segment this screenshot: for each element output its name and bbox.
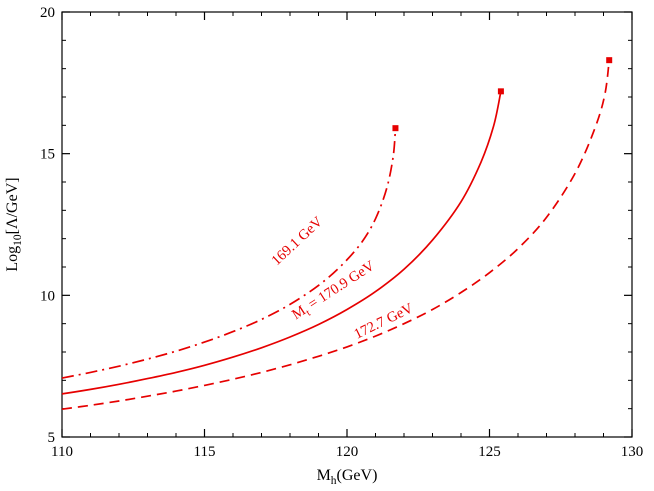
curve-end-marker (392, 125, 399, 132)
x-tick-label: 130 (621, 444, 644, 460)
curve-dashdot (61, 128, 397, 379)
plot-frame (61, 11, 633, 438)
x-tick-label: 120 (336, 444, 359, 460)
curve-end-marker (606, 57, 613, 64)
x-axis-label: Mh(GeV) (317, 467, 378, 487)
x-tick-label: 115 (194, 444, 216, 460)
curve-label: 169.1 GeV (269, 214, 327, 269)
curve-solid (61, 91, 502, 395)
y-tick-label: 5 (48, 430, 56, 446)
curve-end-marker (497, 88, 504, 95)
y-axis-label: Log10[Λ/GeV] (4, 177, 24, 271)
x-tick-label: 125 (478, 444, 501, 460)
y-tick-label: 10 (40, 288, 55, 304)
curve-dashed (61, 60, 611, 411)
y-tick-label: 20 (40, 5, 55, 21)
curve-label: 172.7 GeV (352, 300, 417, 343)
curve-label: Mt = 170.9 GeV (289, 258, 379, 326)
y-tick-label: 15 (40, 147, 55, 163)
x-tick-label: 110 (51, 444, 73, 460)
